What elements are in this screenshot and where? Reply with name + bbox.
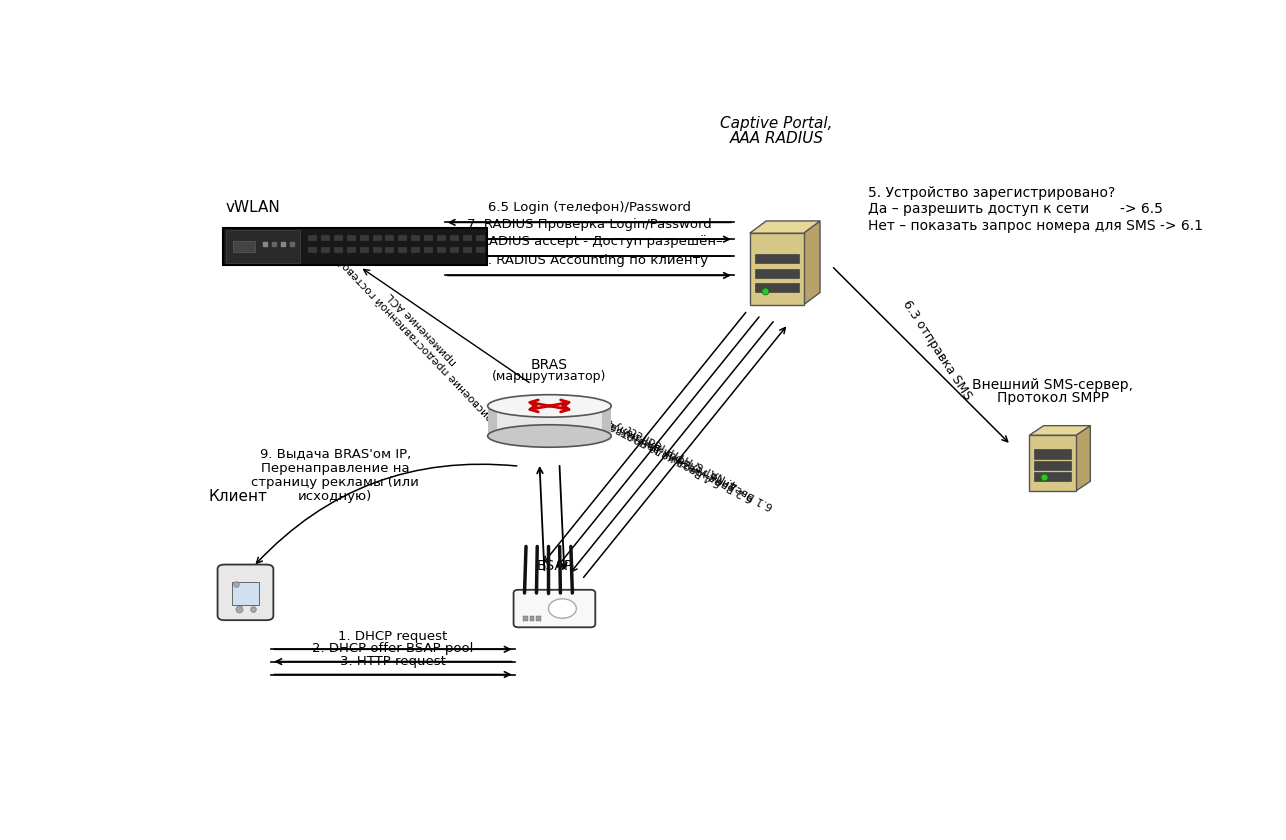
FancyBboxPatch shape — [347, 247, 356, 253]
FancyBboxPatch shape — [424, 235, 433, 241]
FancyBboxPatch shape — [386, 235, 395, 241]
Text: Перенаправление на: Перенаправление на — [261, 462, 409, 475]
Polygon shape — [750, 234, 804, 305]
Text: 8.1 RADIUS accept - Доступ разрешён–: 8.1 RADIUS accept - Доступ разрешён– — [455, 234, 723, 248]
Polygon shape — [487, 406, 496, 436]
Text: страницу рекламы (или: страницу рекламы (или — [251, 476, 419, 489]
FancyBboxPatch shape — [450, 247, 459, 253]
Polygon shape — [602, 406, 611, 436]
Polygon shape — [1034, 449, 1071, 459]
Text: 2. DHCP offer BSAP pool: 2. DHCP offer BSAP pool — [312, 642, 473, 655]
FancyBboxPatch shape — [476, 247, 485, 253]
Text: 6.2 Ввод учетных данных, запрос SMS: 6.2 Ввод учетных данных, запрос SMS — [556, 391, 755, 502]
Polygon shape — [487, 406, 611, 436]
Polygon shape — [755, 283, 799, 291]
FancyBboxPatch shape — [373, 247, 382, 253]
Text: 6.4 Ввод кода подтверждения: 6.4 Ввод кода подтверждения — [562, 397, 723, 488]
FancyBboxPatch shape — [307, 247, 316, 253]
Text: AAA RADIUS: AAA RADIUS — [729, 131, 823, 146]
FancyBboxPatch shape — [320, 235, 329, 241]
Polygon shape — [1076, 426, 1091, 491]
Text: 8.2 Присвоение предоставленной гостевой роли,
применение ACL: 8.2 Присвоение предоставленной гостевой … — [311, 222, 525, 444]
FancyBboxPatch shape — [399, 235, 408, 241]
FancyBboxPatch shape — [412, 247, 421, 253]
Polygon shape — [1029, 435, 1076, 491]
Ellipse shape — [487, 395, 611, 417]
Text: Внешний SMS-сервер,: Внешний SMS-сервер, — [972, 378, 1133, 392]
Polygon shape — [804, 221, 820, 305]
FancyBboxPatch shape — [217, 564, 274, 620]
FancyBboxPatch shape — [463, 235, 472, 241]
Text: Да – разрешить доступ к сети: Да – разрешить доступ к сети — [868, 202, 1089, 217]
FancyBboxPatch shape — [399, 247, 408, 253]
Text: 1. DHCP request: 1. DHCP request — [338, 630, 448, 643]
Text: Клиент: Клиент — [208, 489, 267, 504]
FancyBboxPatch shape — [320, 247, 329, 253]
FancyBboxPatch shape — [333, 235, 342, 241]
FancyBboxPatch shape — [463, 247, 472, 253]
Text: исходную): исходную) — [298, 491, 372, 503]
FancyBboxPatch shape — [522, 617, 527, 622]
FancyBboxPatch shape — [476, 235, 485, 241]
FancyBboxPatch shape — [536, 617, 541, 622]
Text: vWLAN: vWLAN — [225, 200, 280, 215]
Polygon shape — [755, 255, 799, 263]
Text: 3. HTTP request: 3. HTTP request — [340, 655, 446, 668]
FancyBboxPatch shape — [412, 235, 421, 241]
FancyBboxPatch shape — [222, 228, 487, 265]
Text: 9. Выдача BRAS'ом IP,: 9. Выдача BRAS'ом IP, — [260, 447, 410, 459]
Text: Нет – показать запрос номера для SMS -> 6.1: Нет – показать запрос номера для SMS -> … — [868, 219, 1204, 234]
FancyBboxPatch shape — [437, 247, 446, 253]
Text: 4. NAT & HTTP redirect: 4. NAT & HTTP redirect — [625, 423, 739, 490]
Polygon shape — [1029, 426, 1091, 435]
FancyBboxPatch shape — [513, 590, 595, 627]
FancyBboxPatch shape — [386, 247, 395, 253]
FancyBboxPatch shape — [307, 235, 316, 241]
Polygon shape — [1034, 460, 1071, 470]
Polygon shape — [1034, 472, 1071, 480]
Polygon shape — [755, 269, 799, 277]
Text: 6.3 отправка SMS: 6.3 отправка SMS — [899, 297, 974, 402]
FancyBboxPatch shape — [233, 241, 255, 251]
Ellipse shape — [548, 599, 576, 618]
Text: Протокол SMPP: Протокол SMPP — [997, 391, 1109, 406]
FancyBboxPatch shape — [450, 235, 459, 241]
FancyBboxPatch shape — [373, 235, 382, 241]
Text: 5. Устройство зарегистрировано?: 5. Устройство зарегистрировано? — [868, 186, 1116, 200]
Ellipse shape — [487, 425, 611, 447]
FancyBboxPatch shape — [437, 235, 446, 241]
Text: -> 6.5: -> 6.5 — [1120, 202, 1163, 217]
FancyBboxPatch shape — [226, 230, 300, 263]
Text: 6.5 Login (телефон)/Password: 6.5 Login (телефон)/Password — [487, 201, 691, 214]
FancyBboxPatch shape — [360, 247, 369, 253]
Polygon shape — [750, 221, 820, 234]
FancyBboxPatch shape — [424, 247, 433, 253]
Text: (маршрутизатор): (маршрутизатор) — [493, 370, 607, 383]
Text: 6.1 Введите телефон для получения PIN: 6.1 Введите телефон для получения PIN — [563, 393, 775, 511]
FancyBboxPatch shape — [347, 235, 356, 241]
Text: BSAP: BSAP — [536, 559, 572, 574]
Text: BRAS: BRAS — [531, 358, 568, 371]
FancyBboxPatch shape — [530, 617, 535, 622]
FancyBboxPatch shape — [231, 582, 260, 606]
Text: Captive Portal,: Captive Portal, — [720, 116, 833, 131]
FancyBboxPatch shape — [360, 235, 369, 241]
Text: 10. RADIUS Accounting по клиенту: 10. RADIUS Accounting по клиенту — [471, 254, 707, 267]
Text: 7. RADIUS Проверка Login/Password: 7. RADIUS Проверка Login/Password — [467, 218, 711, 231]
FancyBboxPatch shape — [333, 247, 342, 253]
